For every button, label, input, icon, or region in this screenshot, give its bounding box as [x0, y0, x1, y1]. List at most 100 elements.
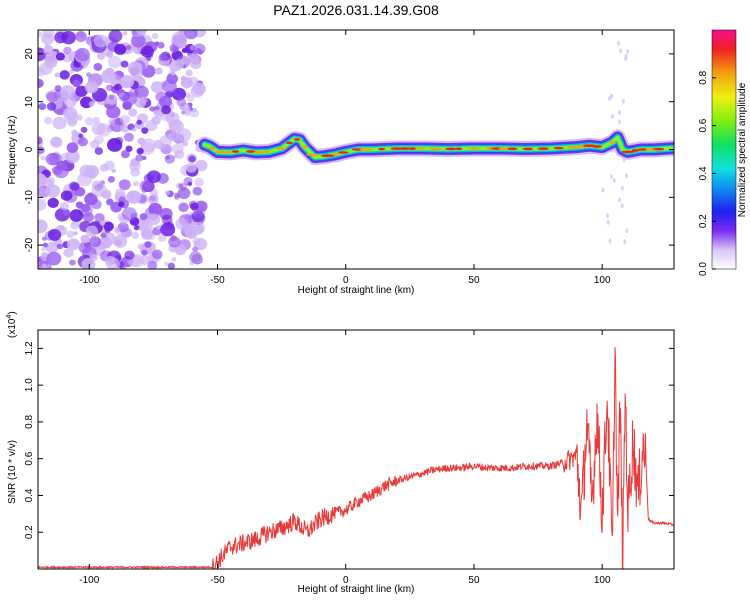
- noise-blob: [167, 262, 176, 269]
- noise-blob: [84, 81, 99, 94]
- noise-blob: [144, 241, 152, 248]
- noise-blob: [192, 246, 198, 252]
- noise-blob: [66, 142, 79, 153]
- noise-blob: [123, 132, 134, 142]
- colorbar-tick-label: 0.6: [698, 118, 709, 132]
- noise-blob: [66, 230, 75, 238]
- snr-y-ticks: 0.2 0.4 0.6 0.8 1.0 1.2: [24, 341, 674, 539]
- noise-blob: [126, 190, 142, 204]
- noise-blob: [42, 30, 55, 39]
- noise-blob: [80, 234, 90, 244]
- noise-blob: [54, 85, 62, 92]
- noise-blob: [621, 98, 625, 104]
- x-tick-label: -50: [210, 275, 225, 286]
- noise-blob: [174, 149, 185, 159]
- noise-blob: [40, 155, 47, 161]
- noise-blob: [44, 116, 53, 125]
- noise-blob: [62, 208, 71, 216]
- noise-blob: [78, 133, 83, 139]
- noise-blob: [181, 47, 188, 54]
- noise-blob: [190, 202, 199, 211]
- noise-blob: [134, 97, 146, 108]
- noise-blob: [74, 47, 90, 62]
- signal-peak: [537, 147, 549, 150]
- noise-blob: [47, 197, 59, 209]
- noise-blob: [53, 164, 69, 179]
- noise-blob: [107, 55, 122, 69]
- x-tick-label: 50: [468, 575, 480, 586]
- noise-blob: [107, 138, 123, 152]
- noise-blob: [187, 181, 193, 187]
- noise-blob: [124, 250, 135, 260]
- colorbar: 0.0 0.2 0.4 0.6 0.8 Normalized spectral ampl…: [698, 29, 748, 276]
- noise-blob: [63, 96, 77, 108]
- noise-blob: [113, 226, 121, 233]
- noise-blob: [117, 222, 129, 233]
- noise-blob: [161, 105, 172, 115]
- noise-blob: [164, 190, 171, 196]
- noise-blob: [154, 67, 163, 75]
- noise-blob: [181, 222, 192, 232]
- noise-blob: [100, 69, 117, 84]
- noise-blob: [44, 43, 50, 49]
- colorbar-label: Normalized spectral amplitude: [737, 82, 748, 217]
- noise-blob: [147, 195, 159, 205]
- snr-plot-frame: [37, 329, 675, 570]
- noise-blob: [151, 33, 159, 40]
- noise-blob: [171, 257, 177, 262]
- noise-blob: [46, 176, 55, 185]
- noise-blob: [73, 60, 82, 68]
- noise-blob: [94, 212, 105, 223]
- noise-blob: [129, 253, 135, 258]
- signal-peak: [428, 147, 443, 151]
- noise-blob: [38, 219, 48, 234]
- noise-blob: [151, 116, 161, 125]
- noise-blob: [78, 241, 92, 254]
- noise-blob: [121, 207, 138, 221]
- noise-blob: [130, 167, 140, 177]
- noise-blob: [75, 114, 83, 121]
- signal-peak: [414, 147, 426, 150]
- spectrogram-x-ticks: -100 -50 0 50 100: [79, 30, 611, 286]
- noise-blob: [70, 221, 80, 230]
- noise-blob: [174, 192, 180, 198]
- noise-blob: [104, 160, 115, 171]
- noise-blob: [38, 136, 43, 145]
- x-tick-label: 0: [343, 275, 349, 286]
- noise-blob: [192, 186, 203, 196]
- noise-blob: [38, 146, 45, 154]
- noise-blob: [133, 225, 140, 231]
- noise-blob: [140, 45, 154, 58]
- noise-blob: [149, 106, 156, 112]
- noise-blob: [77, 137, 89, 147]
- noise-blob: [154, 109, 160, 115]
- noise-blob: [132, 127, 137, 132]
- noise-blob: [46, 251, 62, 266]
- noise-blob: [189, 251, 202, 263]
- noise-blob: [106, 85, 112, 91]
- noise-blob: [194, 200, 208, 213]
- noise-blob: [120, 124, 130, 133]
- noise-blob: [54, 72, 61, 78]
- noise-blob: [139, 213, 148, 221]
- scale-suffix: ): [7, 311, 18, 314]
- noise-blob: [165, 111, 180, 125]
- noise-blob: [610, 114, 614, 120]
- noise-blob: [85, 225, 99, 237]
- x-tick-label: 50: [468, 275, 480, 286]
- noise-blob: [151, 249, 163, 260]
- noise-blob: [65, 150, 80, 164]
- noise-blob: [172, 33, 188, 47]
- signal-peak: [285, 141, 293, 145]
- colorbar-tick-label: 0.0: [698, 262, 709, 276]
- colorbar-frame: [711, 29, 737, 270]
- signal-peak: [245, 150, 256, 153]
- noise-blob: [38, 102, 47, 111]
- snr-scale-factor: (x104): [6, 311, 18, 338]
- noise-blob: [196, 48, 202, 53]
- noise-blob: [68, 69, 74, 74]
- scale-prefix: (x10: [7, 318, 18, 338]
- noise-blob: [63, 46, 72, 55]
- y-tick-label: -10: [24, 190, 35, 205]
- signal-peak: [620, 150, 635, 154]
